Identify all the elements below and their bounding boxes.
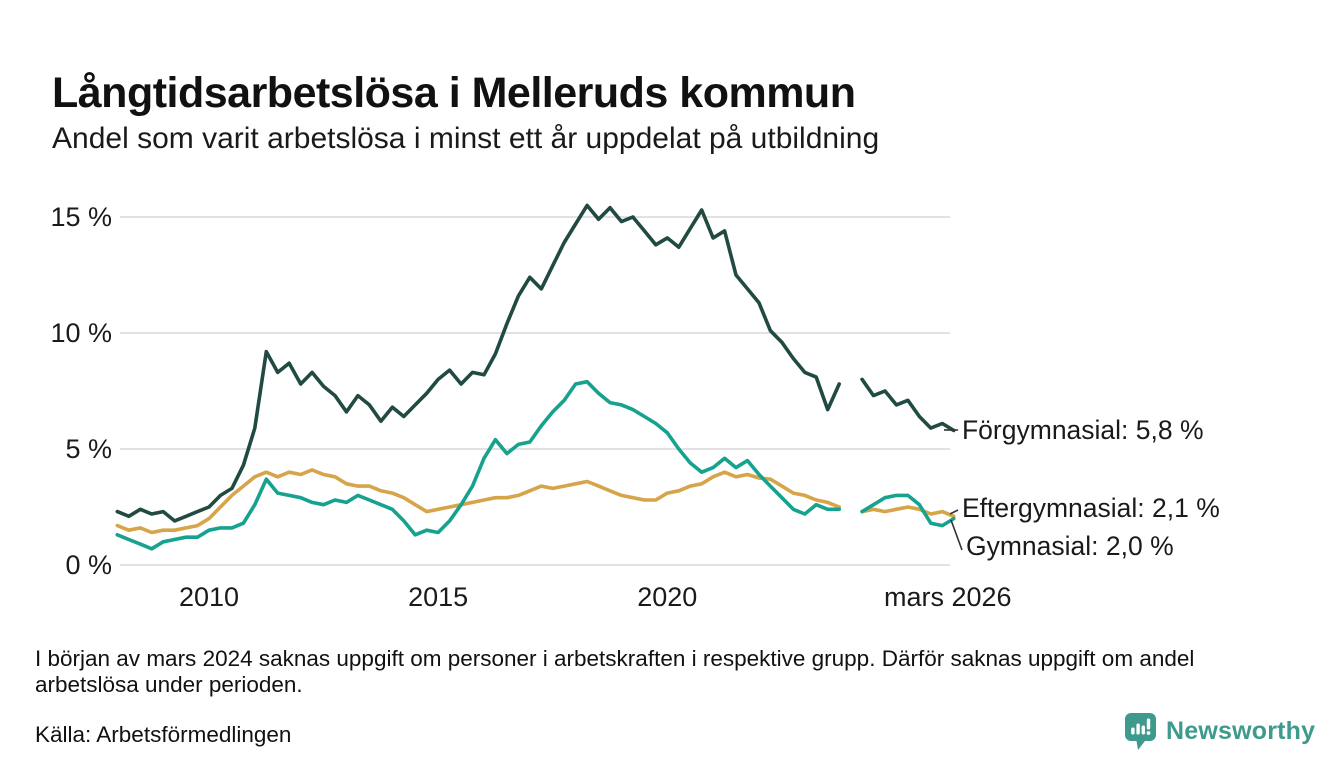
series-line-gymnasial bbox=[115, 379, 956, 551]
newsworthy-wordmark: Newsworthy bbox=[1166, 717, 1316, 745]
series-line-eftergymnasial bbox=[115, 468, 956, 535]
series-line-forgymnasial bbox=[115, 203, 956, 523]
x-tick-label-0: 2010 bbox=[179, 582, 239, 612]
leader-line-eftergymnasial bbox=[949, 509, 959, 515]
page-title: Långtidsarbetslösa i Melleruds kommun bbox=[52, 68, 856, 117]
x-tick-label-2: 2020 bbox=[637, 582, 697, 612]
leader-line-gymnasial bbox=[950, 519, 963, 551]
x-tick-label-1: 2015 bbox=[408, 582, 468, 612]
newsworthy-logo: Newsworthy bbox=[1124, 712, 1315, 751]
y-tick-label-2: 10 % bbox=[50, 318, 112, 348]
chart-subtitle: Andel som varit arbetslösa i minst ett å… bbox=[52, 122, 880, 155]
series-end-label-eftergymnasial: Eftergymnasial: 2,1 % bbox=[962, 493, 1220, 523]
source-label: Källa: Arbetsförmedlingen bbox=[35, 722, 292, 747]
newsworthy-bubble-chart-icon bbox=[1125, 713, 1156, 750]
x-tick-label-3: mars 2026 bbox=[884, 582, 1012, 612]
y-tick-label-1: 5 % bbox=[65, 434, 112, 464]
series-end-label-gymnasial: Gymnasial: 2,0 % bbox=[966, 531, 1174, 561]
chart-footnote: I början av mars 2024 saknas uppgift om … bbox=[35, 646, 1195, 698]
y-tick-label-3: 15 % bbox=[50, 202, 112, 232]
series-end-label-forgymnasial: Förgymnasial: 5,8 % bbox=[962, 415, 1204, 445]
y-tick-label-0: 0 % bbox=[65, 550, 112, 580]
